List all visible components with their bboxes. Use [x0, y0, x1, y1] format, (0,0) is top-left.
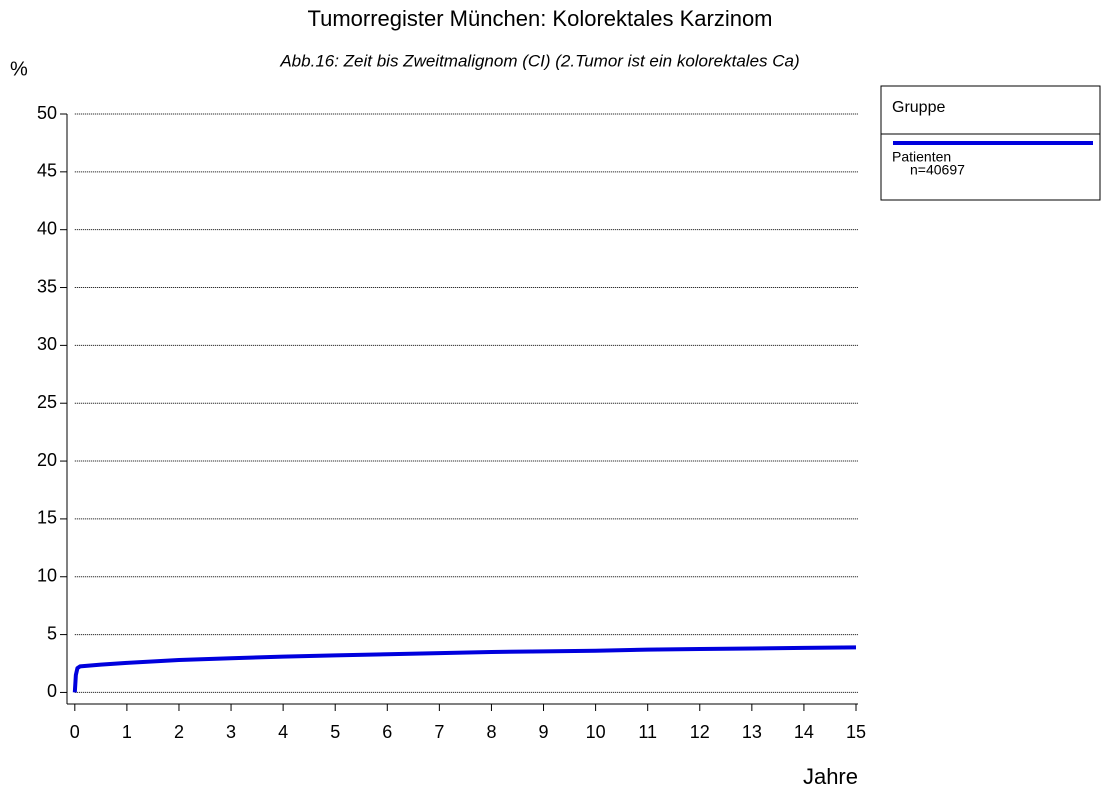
x-tick-label: 2 [174, 722, 184, 742]
x-tick-label: 5 [330, 722, 340, 742]
y-tick-label: 10 [37, 565, 57, 585]
y-tick-label: 5 [47, 623, 57, 643]
y-tick-label: 45 [37, 161, 57, 181]
y-tick-label: 0 [47, 681, 57, 701]
legend-title: Gruppe [892, 99, 945, 116]
x-tick-label: 11 [638, 722, 657, 742]
y-tick-label: 20 [37, 450, 57, 470]
y-tick-label: 35 [37, 276, 57, 296]
x-tick-label: 3 [226, 722, 236, 742]
x-axis-label: Jahre [803, 764, 858, 789]
x-tick-label: 15 [846, 722, 866, 742]
x-tick-label: 1 [122, 722, 132, 742]
x-tick-label: 9 [539, 722, 549, 742]
legend-label: Patienten [892, 149, 951, 165]
chart-title: Tumorregister München: Kolorektales Karz… [307, 6, 772, 31]
x-tick-label: 6 [382, 722, 392, 742]
y-tick-label: 30 [37, 334, 57, 354]
x-tick-label: 0 [70, 722, 80, 742]
x-tick-label: 10 [586, 722, 606, 742]
x-tick-label: 13 [742, 722, 762, 742]
x-tick-label: 8 [486, 722, 496, 742]
x-tick-label: 12 [690, 722, 710, 742]
x-tick-label: 14 [794, 722, 814, 742]
legend-note: n=40697 [910, 162, 965, 178]
data-line [72, 645, 857, 693]
y-tick-label: 25 [37, 392, 57, 412]
x-tick-label: 7 [434, 722, 444, 742]
chart-subtitle: Abb.16: Zeit bis Zweitmalignom (CI) (2.T… [279, 51, 799, 70]
x-tick-label: 4 [278, 722, 288, 742]
y-tick-label: 40 [37, 218, 57, 238]
y-tick-label: 50 [37, 103, 57, 123]
y-tick-label: 15 [37, 508, 57, 528]
y-axis-label: % [10, 58, 28, 80]
